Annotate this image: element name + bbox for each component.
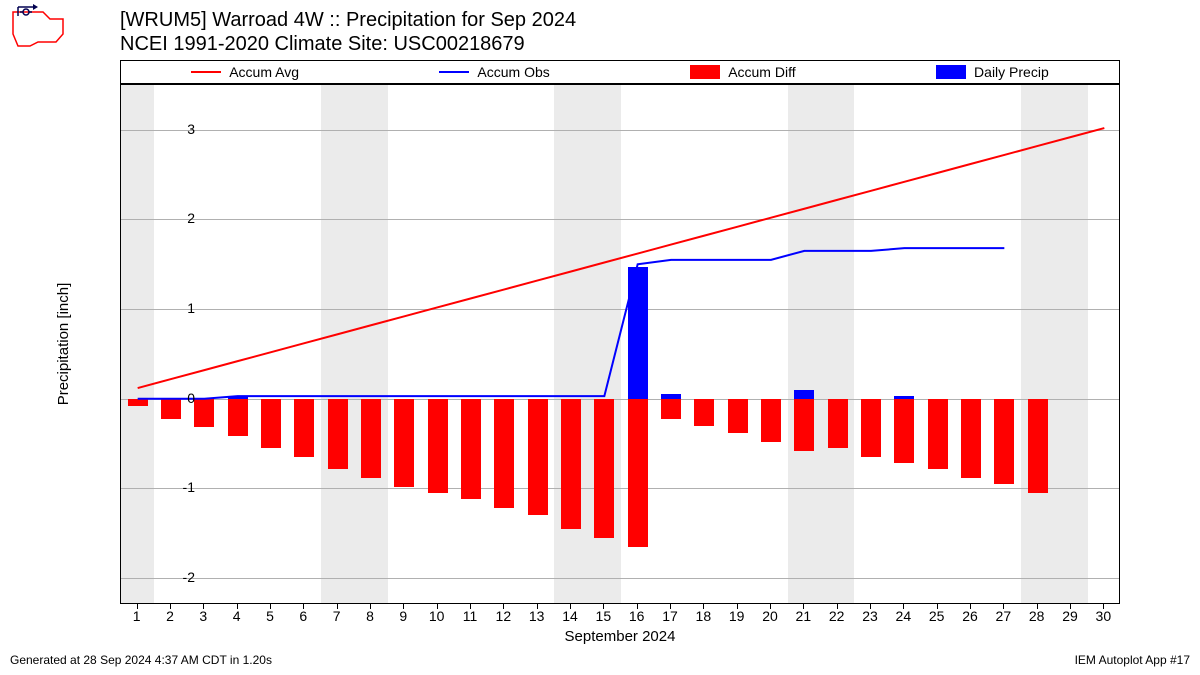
legend-label: Daily Precip — [974, 64, 1049, 80]
legend-swatch — [936, 65, 966, 79]
x-axis-label: September 2024 — [120, 628, 1120, 645]
x-tick-label: 16 — [622, 608, 652, 624]
x-tick-label: 27 — [988, 608, 1018, 624]
legend-swatch — [191, 71, 221, 73]
footer-generated: Generated at 28 Sep 2024 4:37 AM CDT in … — [10, 653, 272, 667]
x-tick-label: 9 — [388, 608, 418, 624]
lines-overlay — [121, 85, 1120, 604]
x-tick-label: 13 — [522, 608, 552, 624]
x-tick-label: 24 — [888, 608, 918, 624]
y-axis-label: Precipitation [inch] — [55, 283, 72, 406]
x-tick-label: 1 — [122, 608, 152, 624]
x-tick-label: 17 — [655, 608, 685, 624]
x-tick-label: 28 — [1022, 608, 1052, 624]
legend-label: Accum Diff — [728, 64, 795, 80]
legend-label: Accum Avg — [229, 64, 299, 80]
legend-item-accum-obs: Accum Obs — [439, 64, 549, 80]
x-tick-label: 2 — [155, 608, 185, 624]
y-tick-label: 2 — [165, 210, 195, 226]
legend-swatch — [690, 65, 720, 79]
legend: Accum Avg Accum Obs Accum Diff Daily Pre… — [120, 60, 1120, 84]
x-tick-label: 6 — [288, 608, 318, 624]
x-tick-label: 15 — [588, 608, 618, 624]
x-tick-label: 21 — [788, 608, 818, 624]
y-tick-label: -1 — [165, 479, 195, 495]
title-line2: NCEI 1991-2020 Climate Site: USC00218679 — [120, 32, 576, 56]
plot-area — [120, 84, 1120, 604]
iem-logo — [8, 4, 68, 49]
x-tick-label: 18 — [688, 608, 718, 624]
y-tick-label: -2 — [165, 569, 195, 585]
x-tick-label: 22 — [822, 608, 852, 624]
legend-item-daily-precip: Daily Precip — [936, 64, 1049, 80]
legend-item-accum-diff: Accum Diff — [690, 64, 795, 80]
x-tick-label: 7 — [322, 608, 352, 624]
x-tick-label: 26 — [955, 608, 985, 624]
x-tick-label: 19 — [722, 608, 752, 624]
legend-swatch — [439, 71, 469, 73]
footer-app: IEM Autoplot App #17 — [1075, 653, 1190, 667]
x-tick-label: 12 — [488, 608, 518, 624]
legend-label: Accum Obs — [477, 64, 549, 80]
title-line1: [WRUM5] Warroad 4W :: Precipitation for … — [120, 8, 576, 32]
x-tick-label: 25 — [922, 608, 952, 624]
x-tick-label: 30 — [1088, 608, 1118, 624]
y-tick-label: 3 — [165, 121, 195, 137]
x-tick-label: 23 — [855, 608, 885, 624]
x-tick-label: 20 — [755, 608, 785, 624]
x-tick-label: 11 — [455, 608, 485, 624]
x-tick-label: 4 — [222, 608, 252, 624]
x-tick-label: 14 — [555, 608, 585, 624]
x-tick-label: 5 — [255, 608, 285, 624]
x-tick-label: 10 — [422, 608, 452, 624]
line-accum-avg — [138, 128, 1105, 388]
legend-item-accum-avg: Accum Avg — [191, 64, 299, 80]
x-tick-label: 3 — [188, 608, 218, 624]
x-tick-label: 29 — [1055, 608, 1085, 624]
x-tick-label: 8 — [355, 608, 385, 624]
chart-title: [WRUM5] Warroad 4W :: Precipitation for … — [120, 8, 576, 56]
y-tick-label: 1 — [165, 300, 195, 316]
y-tick-label: 0 — [165, 390, 195, 406]
